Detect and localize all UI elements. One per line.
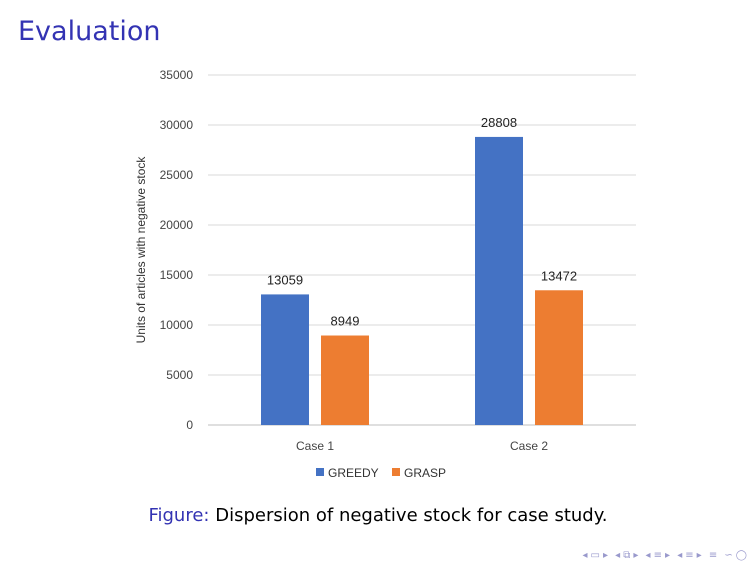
legend-label-greedy: GREEDY — [328, 466, 379, 480]
section-icon[interactable]: ≡ — [653, 550, 663, 561]
y-tick-label: 25000 — [160, 168, 194, 182]
x-axis-ticks: Case 1 Case 2 — [296, 439, 548, 453]
y-axis-ticks: 0 5000 10000 15000 20000 25000 30000 35000 — [160, 68, 194, 432]
bars: 13059 8949 28808 13472 — [261, 115, 583, 426]
frame-icon[interactable]: ⧉ — [623, 550, 632, 561]
frame-prev-icon[interactable]: ◂ — [615, 550, 622, 561]
zoom-icon[interactable]: ◯ — [735, 550, 748, 561]
search-icon[interactable]: ∽ — [724, 550, 734, 561]
y-axis-title: Units of articles with negative stock — [134, 156, 148, 344]
nav-frame-icon[interactable]: ▭ — [590, 550, 601, 561]
slide-title: Evaluation — [18, 16, 161, 47]
data-label: 13472 — [541, 268, 577, 283]
legend-swatch-greedy — [316, 468, 324, 476]
y-tick-label: 35000 — [160, 68, 194, 82]
bar-greedy-case-1 — [261, 294, 309, 425]
nav-next-icon[interactable]: ▸ — [602, 550, 609, 561]
data-label: 28808 — [481, 115, 517, 130]
subsection-next-icon[interactable]: ▸ — [696, 550, 703, 561]
y-tick-label: 5000 — [166, 368, 193, 382]
legend-label-grasp: GRASP — [404, 466, 446, 480]
caption-prefix: Figure: — [148, 505, 210, 526]
bar-grasp-case-1 — [321, 335, 369, 425]
subsection-icon[interactable]: ≡ — [685, 550, 695, 561]
legend: GREEDY GRASP — [316, 466, 446, 480]
data-label: 13059 — [267, 272, 303, 287]
beamer-navigation: ◂ ▭ ▸ ◂ ⧉ ▸ ◂ ≡ ▸ ◂ ≡ ▸ ≡ ∽ ◯ — [580, 550, 748, 561]
y-tick-label: 10000 — [160, 318, 194, 332]
figure-caption: Figure: Dispersion of negative stock for… — [0, 505, 756, 526]
y-tick-label: 0 — [186, 418, 193, 432]
data-label: 8949 — [331, 314, 360, 329]
x-tick-label: Case 2 — [510, 439, 548, 453]
subsection-prev-icon[interactable]: ◂ — [677, 550, 684, 561]
y-tick-label: 15000 — [160, 268, 194, 282]
bar-grasp-case-2 — [535, 290, 583, 425]
x-tick-label: Case 1 — [296, 439, 334, 453]
frame-next-icon[interactable]: ▸ — [633, 550, 640, 561]
section-prev-icon[interactable]: ◂ — [645, 550, 652, 561]
bar-greedy-case-2 — [475, 136, 523, 426]
section-next-icon[interactable]: ▸ — [664, 550, 671, 561]
bar-chart: 0 5000 10000 15000 20000 25000 30000 35000 1305… — [134, 68, 636, 480]
y-tick-label: 20000 — [160, 218, 194, 232]
legend-swatch-grasp — [392, 468, 400, 476]
align-icon[interactable]: ≡ — [708, 550, 719, 561]
y-tick-label: 30000 — [160, 118, 194, 132]
nav-prev-icon[interactable]: ◂ — [582, 550, 589, 561]
caption-text: Dispersion of negative stock for case st… — [209, 505, 608, 526]
